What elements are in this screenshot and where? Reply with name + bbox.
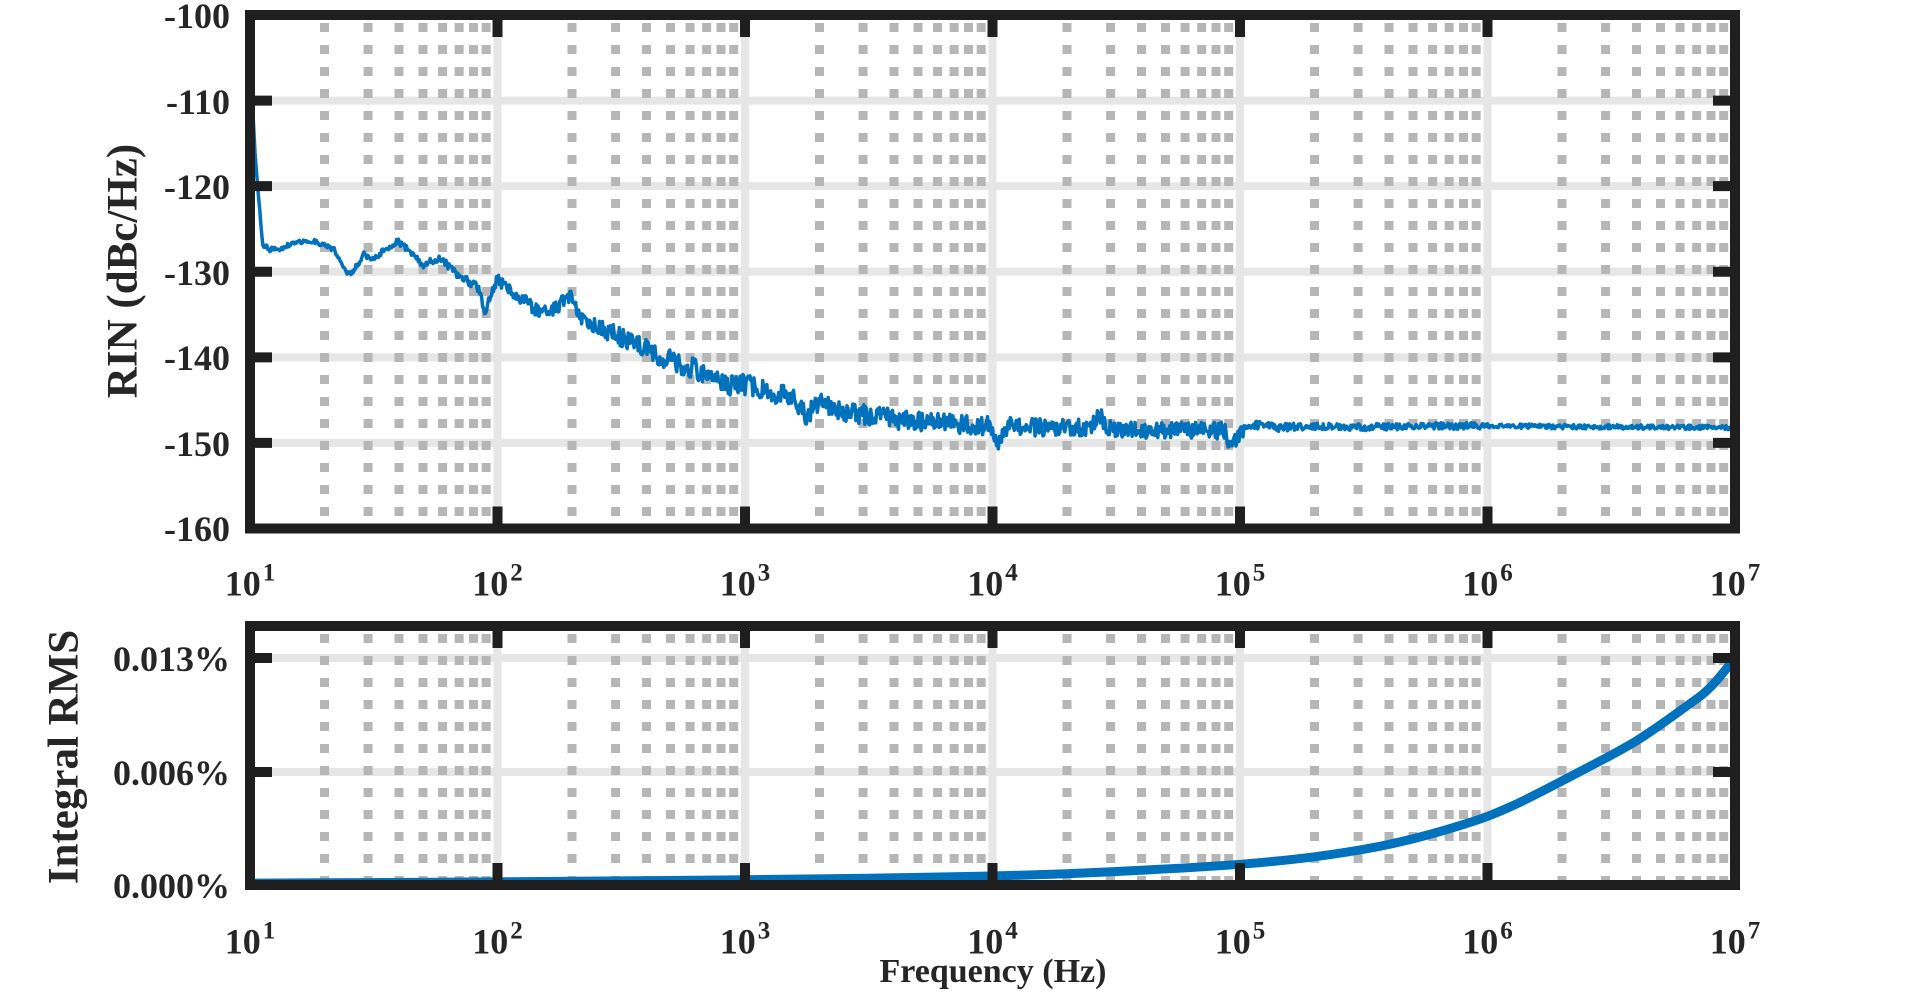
integral-rms-x-tick-label-1e4: 104: [967, 917, 1018, 962]
x-tick-exponent: 6: [1500, 917, 1513, 945]
x-tick-base: 10: [967, 563, 1004, 604]
rin-y-tick-label--150: -150: [164, 423, 230, 464]
rin-y-tick-label--130: -130: [164, 252, 230, 293]
integral-rms-x-tick-label-1e6: 106: [1462, 917, 1513, 962]
x-tick-base: 10: [472, 921, 509, 962]
rin-y-tick-label--120: -120: [164, 167, 230, 208]
integral-rms-plot: [245, 621, 1740, 890]
integral-rms-y-axis-label: Integral RMS: [40, 629, 88, 885]
rin-x-tick-label-1e7: 107: [1709, 559, 1761, 604]
x-tick-exponent: 3: [757, 559, 771, 587]
frequency-x-axis-label: Frequency (Hz): [879, 953, 1107, 990]
integral-rms-x-tick-label-1e1: 101: [224, 917, 276, 962]
rin-curve: [248, 60, 1737, 451]
integral-rms-x-tick-label-1e7: 107: [1709, 917, 1761, 962]
x-tick-exponent: 2: [510, 917, 523, 945]
x-tick-base: 10: [1462, 563, 1499, 604]
integral-rms-y-tick-label-0.006%: 0.006%: [113, 753, 230, 793]
rin-y-tick-label--110: -110: [165, 81, 230, 122]
x-tick-base: 10: [224, 921, 261, 962]
integral-rms-y-tick-label-0.000%: 0.000%: [113, 866, 230, 906]
rin-axes-frame: [245, 10, 1740, 534]
integral-rms-x-tick-label-1e5: 105: [1214, 917, 1266, 962]
x-tick-base: 10: [1709, 921, 1746, 962]
x-tick-exponent: 2: [510, 559, 523, 587]
x-tick-base: 10: [224, 563, 261, 604]
x-tick-exponent: 5: [1252, 917, 1266, 945]
x-tick-exponent: 1: [262, 917, 276, 945]
rin-x-tick-label-1e3: 103: [719, 559, 771, 604]
integral-rms-x-tick-label-1e2: 102: [472, 917, 523, 962]
integral-rms-y-tick-label-0.013%: 0.013%: [113, 639, 230, 679]
x-tick-exponent: 7: [1747, 917, 1761, 945]
x-tick-exponent: 4: [1005, 559, 1018, 587]
x-tick-base: 10: [1462, 921, 1499, 962]
rin-y-tick-label--140: -140: [164, 338, 230, 379]
rin-x-tick-label-1e1: 101: [224, 559, 276, 604]
x-tick-exponent: 6: [1500, 559, 1513, 587]
rin-x-tick-label-1e2: 102: [472, 559, 523, 604]
rin-y-tick-label--100: -100: [164, 0, 230, 36]
x-tick-exponent: 7: [1747, 559, 1761, 587]
x-tick-exponent: 1: [262, 559, 276, 587]
x-tick-base: 10: [1214, 921, 1251, 962]
x-tick-base: 10: [967, 921, 1004, 962]
rin-y-axis-label: RIN (dBc/Hz): [99, 143, 147, 399]
x-tick-base: 10: [1709, 563, 1746, 604]
x-tick-base: 10: [719, 563, 756, 604]
rin-x-tick-label-1e5: 105: [1214, 559, 1266, 604]
rin-x-tick-label-1e4: 104: [967, 559, 1018, 604]
rin-x-tick-label-1e6: 106: [1462, 559, 1513, 604]
integral-rms-x-tick-label-1e3: 103: [719, 917, 771, 962]
x-tick-exponent: 4: [1005, 917, 1018, 945]
x-tick-exponent: 3: [757, 917, 771, 945]
rin-plot: [245, 10, 1740, 534]
x-tick-base: 10: [472, 563, 509, 604]
x-tick-exponent: 5: [1252, 559, 1266, 587]
x-tick-base: 10: [719, 921, 756, 962]
integral-rms-axes-frame: [245, 621, 1740, 890]
rin-y-tick-label--160: -160: [164, 509, 230, 550]
x-tick-base: 10: [1214, 563, 1251, 604]
